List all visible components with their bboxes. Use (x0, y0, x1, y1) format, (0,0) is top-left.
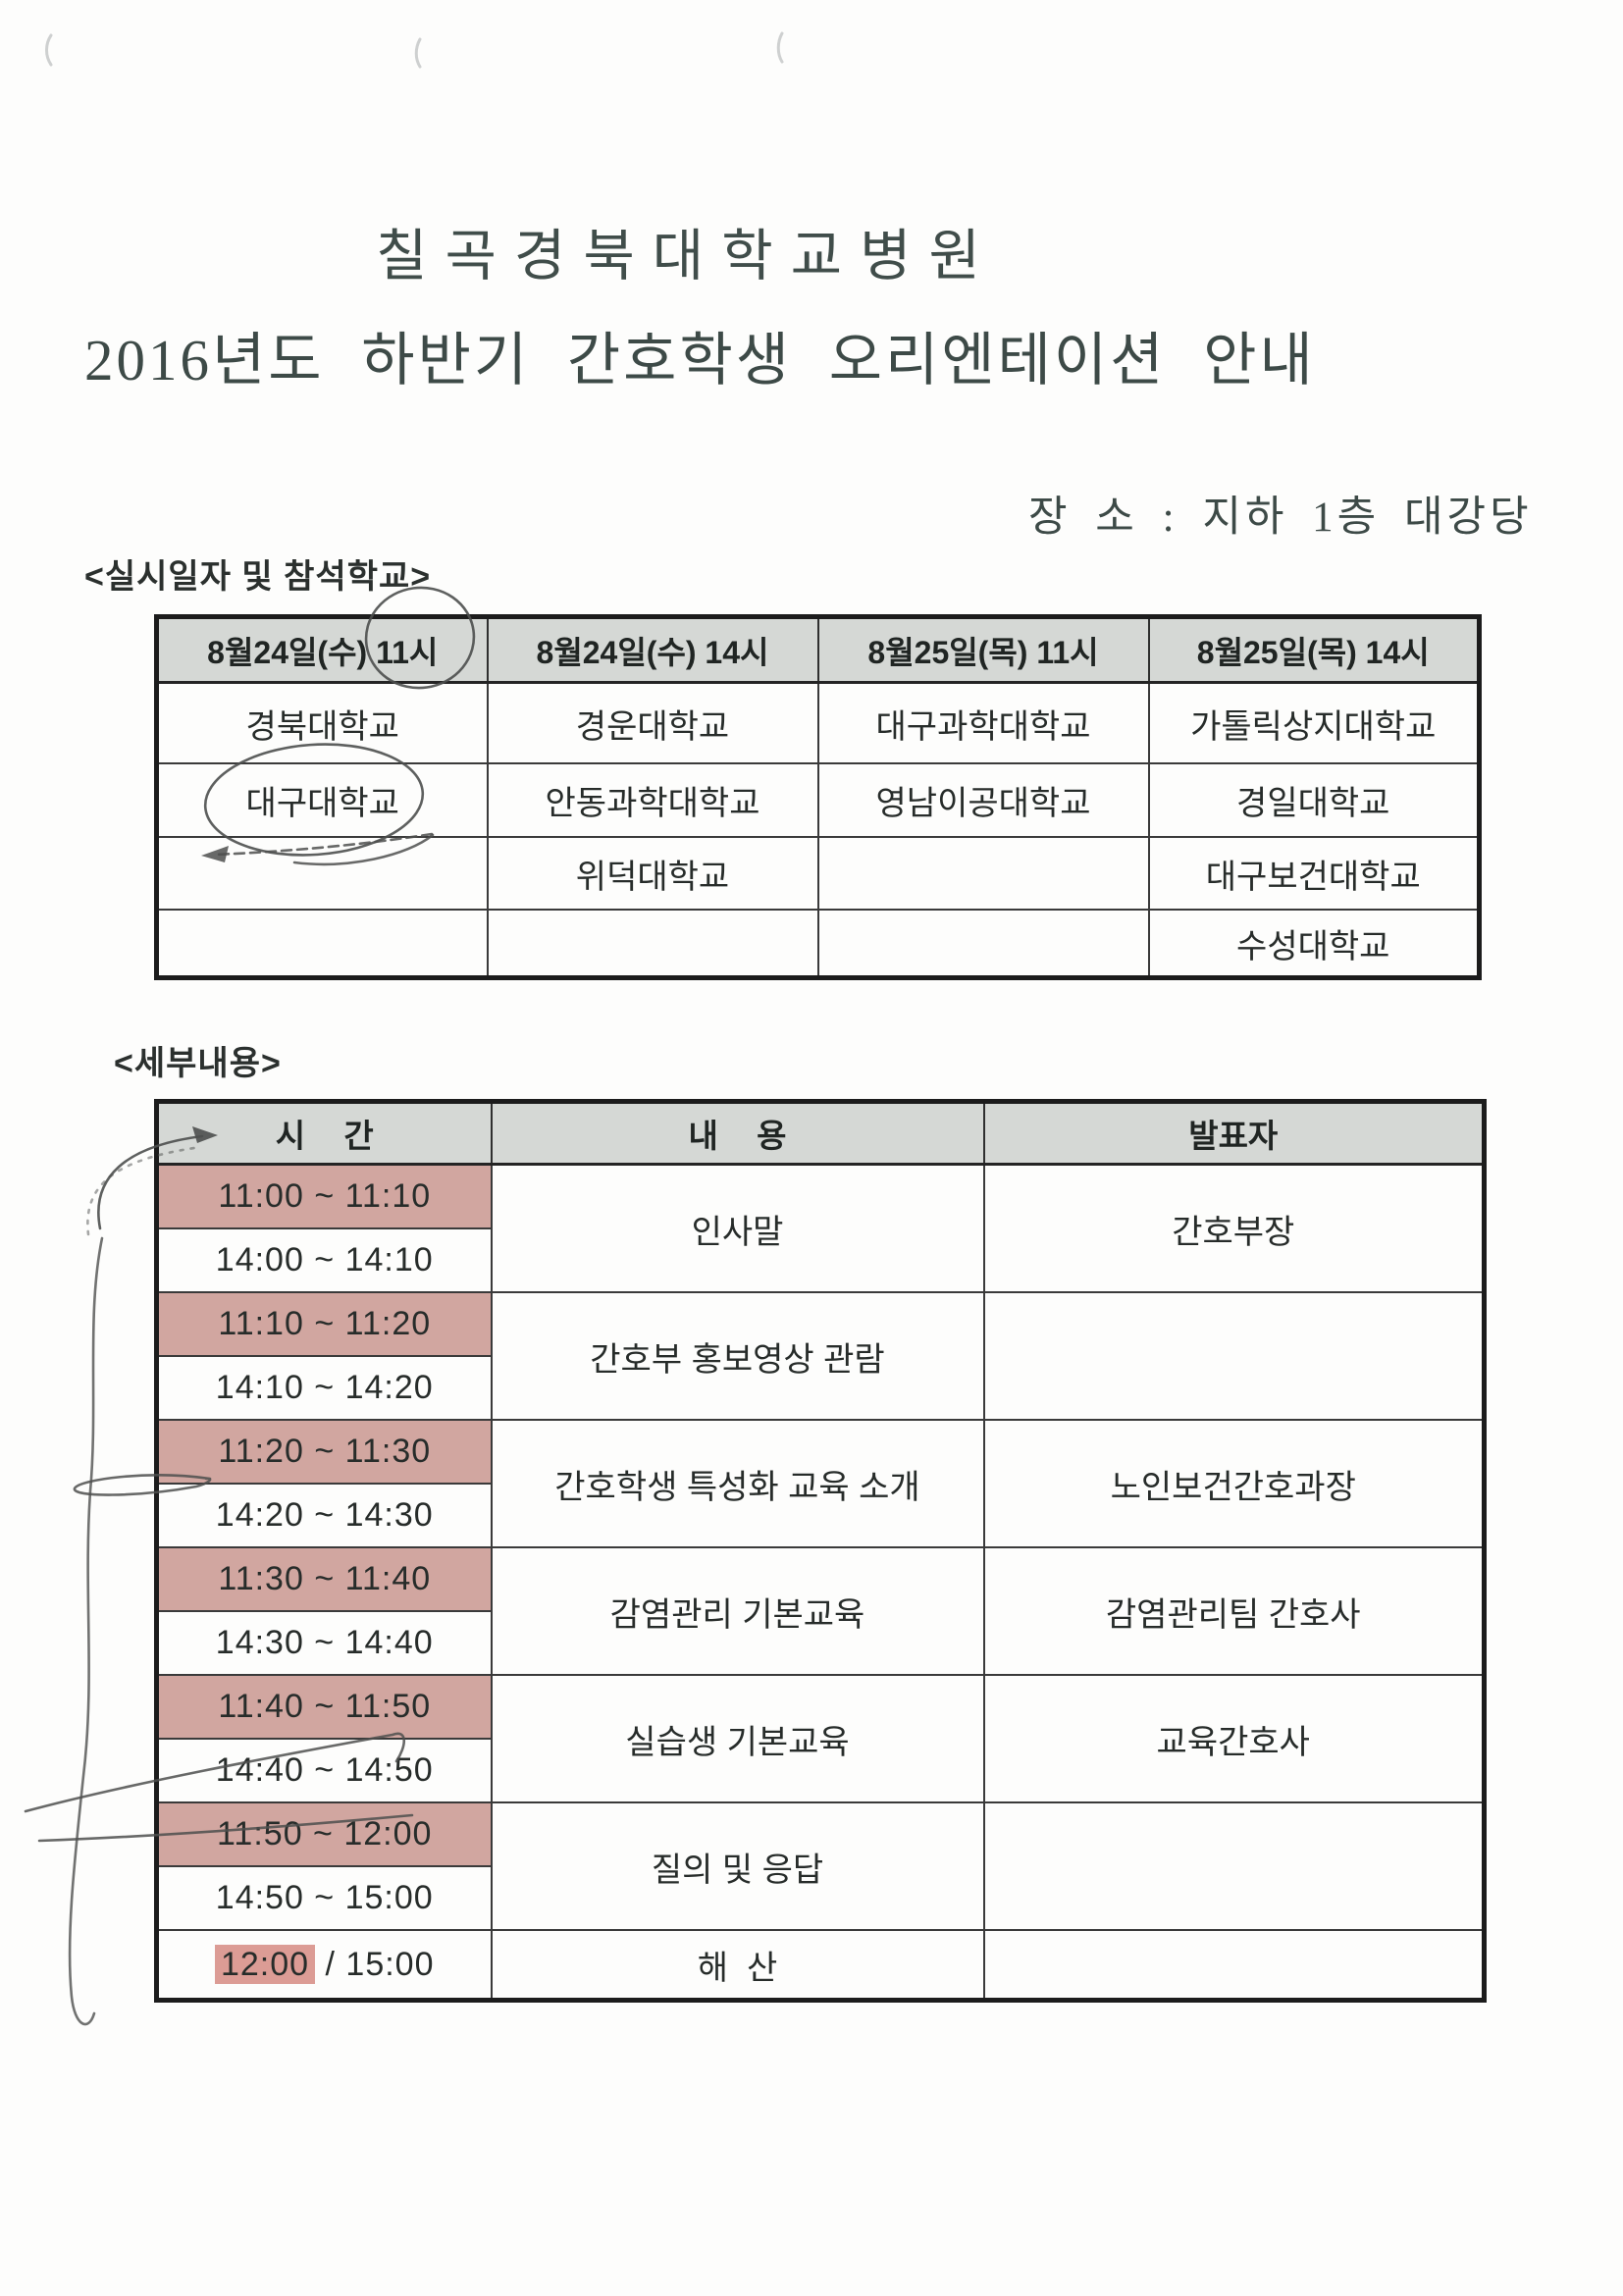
table-row: 대구대학교 안동과학대학교 영남이공대학교 경일대학교 (155, 762, 1481, 838)
school-cell: 경북대학교 (155, 681, 489, 764)
time-cell: 14:50 ~ 15:00 (155, 1865, 493, 1931)
pen-vertical-squiggle-icon (68, 1236, 104, 2026)
document-title: 칠곡경북대학교병원 (376, 226, 998, 287)
schools-col-header: 8월24일(수) 11시 (155, 615, 489, 684)
content-cell: 인사말 (490, 1163, 985, 1293)
details-section-label: <세부내용> (114, 1045, 282, 1082)
time-cell: 14:40 ~ 14:50 (155, 1738, 493, 1803)
school-cell (486, 909, 819, 979)
school-cell: 가톨릭상지대학교 (1147, 681, 1481, 764)
time-col-header: 시 간 (155, 1100, 493, 1166)
table-row: 11:30 ~ 11:40 감염관리 기본교육 감염관리팀 간호사 (155, 1546, 1486, 1676)
table-row: 14:50 ~ 15:00 (155, 1865, 1485, 1931)
location-line: 장 소 : 지하 1층 대강당 (1028, 495, 1533, 541)
school-cell: 경운대학교 (486, 681, 819, 764)
schools-col-header: 8월25일(목) 11시 (816, 615, 1150, 684)
time-cell: 14:10 ~ 14:20 (155, 1355, 493, 1421)
content-cell: 해 산 (490, 1929, 985, 2002)
table-row: 11:50 ~ 12:00 질의 및 응답 (155, 1801, 1486, 1931)
school-cell: 대구보건대학교 (1147, 836, 1481, 911)
scan-artifact-icon (45, 33, 53, 67)
content-cell: 실습생 기본교육 (490, 1674, 985, 1803)
time-cell: 14:30 ~ 14:40 (155, 1610, 493, 1676)
table-row: 11:40 ~ 11:50 실습생 기본교육 교육간호사 (155, 1674, 1486, 1803)
table-row: 경북대학교 경운대학교 대구과학대학교 가톨릭상지대학교 (155, 681, 1481, 764)
table-row: 수성대학교 (155, 909, 1481, 979)
presenter-cell: 간호부장 (982, 1163, 1486, 1293)
school-cell: 경일대학교 (1147, 762, 1481, 838)
content-cell: 질의 및 응답 (490, 1801, 985, 1931)
highlighted-time: 12:00 (214, 1944, 316, 1984)
school-cell: 안동과학대학교 (486, 762, 819, 838)
school-cell (816, 836, 1150, 911)
schools-col-header: 8월24일(수) 14시 (486, 615, 819, 684)
presenter-cell: 감염관리팀 간호사 (982, 1546, 1486, 1676)
school-cell: 위덕대학교 (486, 836, 819, 911)
time-separator: / (315, 1945, 346, 1983)
scan-artifact-icon (414, 37, 422, 69)
content-cell: 간호부 홍보영상 관람 (490, 1291, 985, 1421)
table-row: 11:00 ~ 11:10 인사말 간호부장 (155, 1163, 1486, 1293)
table-row: 14:10 ~ 14:20 (155, 1355, 1485, 1421)
table-row: 11:10 ~ 11:20 간호부 홍보영상 관람 (155, 1291, 1486, 1421)
time-pm: 15:00 (345, 1945, 435, 1983)
table-row: 14:00 ~ 14:10 (155, 1227, 1485, 1293)
time-cell: 11:20 ~ 11:30 (155, 1419, 493, 1485)
time-cell: 11:50 ~ 12:00 (155, 1801, 493, 1867)
content-cell: 감염관리 기본교육 (490, 1546, 985, 1676)
presenter-col-header: 발표자 (982, 1100, 1486, 1166)
document-subtitle: 2016년도 하반기 간호학생 오리엔테이션 안내 (84, 328, 1316, 392)
school-cell (816, 909, 1150, 979)
time-cell: 11:00 ~ 11:10 (155, 1163, 493, 1229)
presenter-cell: 노인보건간호과장 (982, 1419, 1486, 1548)
schools-table: 8월24일(수) 11시 8월24일(수) 14시 8월25일(목) 11시 8… (154, 614, 1482, 980)
time-cell: 11:10 ~ 11:20 (155, 1291, 493, 1357)
content-cell: 간호학생 특성화 교육 소개 (490, 1419, 985, 1548)
time-cell: 12:00 / 15:00 (155, 1929, 493, 2002)
school-cell (155, 909, 489, 979)
table-row: 14:20 ~ 14:30 (155, 1483, 1485, 1548)
content-col-header: 내 용 (490, 1100, 985, 1166)
schools-section-label: <실시일자 및 참석학교> (84, 558, 432, 596)
time-cell: 11:30 ~ 11:40 (155, 1546, 493, 1612)
table-row: 11:20 ~ 11:30 간호학생 특성화 교육 소개 노인보건간호과장 (155, 1419, 1486, 1548)
school-cell (155, 836, 489, 911)
schools-header-row: 8월24일(수) 11시 8월24일(수) 14시 8월25일(목) 11시 8… (155, 615, 1481, 684)
school-cell: 대구대학교 (155, 762, 489, 838)
time-cell: 14:00 ~ 14:10 (155, 1227, 493, 1293)
table-row: 14:30 ~ 14:40 (155, 1610, 1485, 1676)
schedule-header-row: 시 간 내 용 발표자 (155, 1100, 1486, 1166)
school-cell: 대구과학대학교 (816, 681, 1150, 764)
table-row: 위덕대학교 대구보건대학교 (155, 836, 1481, 911)
schedule-table: 시 간 내 용 발표자 11:00 ~ 11:10 인사말 간호부장 14:00… (154, 1099, 1487, 2003)
schools-col-header: 8월25일(목) 14시 (1147, 615, 1481, 684)
presenter-cell: 교육간호사 (982, 1674, 1486, 1803)
scan-artifact-icon (776, 31, 784, 64)
table-row: 12:00 / 15:00 해 산 (155, 1929, 1486, 2002)
time-cell: 14:20 ~ 14:30 (155, 1483, 493, 1548)
school-cell: 영남이공대학교 (816, 762, 1150, 838)
presenter-cell (982, 1291, 1486, 1421)
presenter-cell (982, 1801, 1486, 1931)
presenter-cell (982, 1929, 1486, 2002)
school-cell: 수성대학교 (1147, 909, 1481, 979)
time-cell: 11:40 ~ 11:50 (155, 1674, 493, 1740)
